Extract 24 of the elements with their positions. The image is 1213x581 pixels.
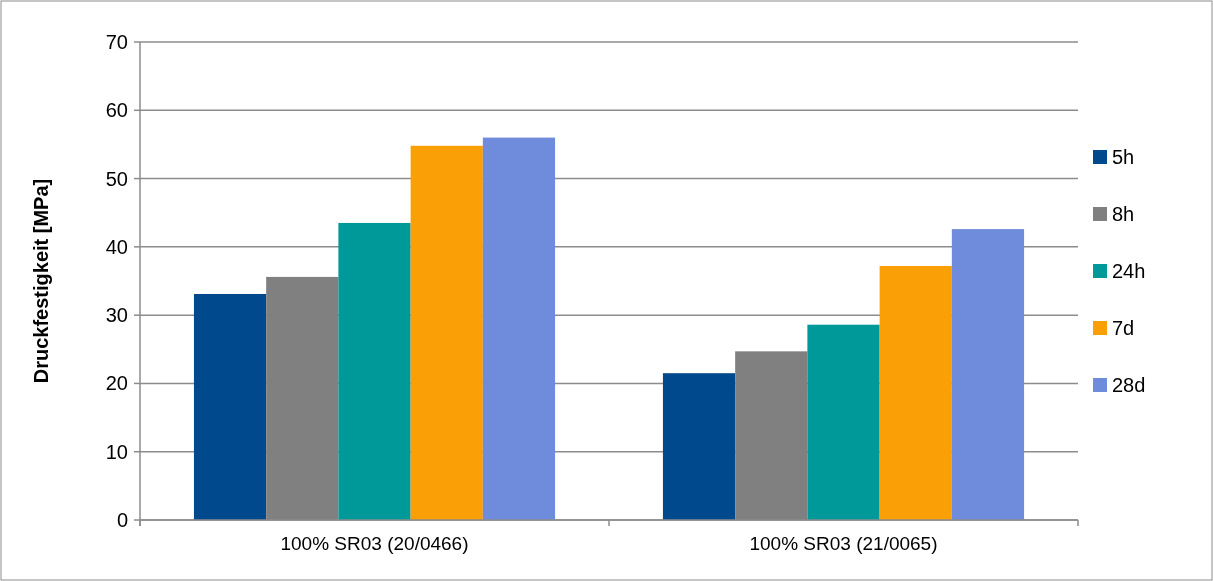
legend-label: 28d [1112, 374, 1146, 396]
y-tick-label: 40 [105, 235, 128, 258]
x-tick-label: 100% SR03 (21/0065) [749, 533, 938, 554]
bar [662, 373, 736, 520]
bar [807, 324, 880, 520]
y-tick-label: 0 [116, 509, 128, 531]
bar [879, 265, 952, 520]
y-tick-label: 60 [105, 99, 128, 122]
y-tick-label: 20 [105, 372, 128, 395]
bar [410, 145, 483, 520]
bar [338, 222, 411, 520]
legend-label: 5h [1112, 146, 1135, 168]
x-tick-label: 100% SR03 (20/0466) [280, 533, 469, 554]
y-tick-label: 30 [105, 304, 128, 327]
legend-label: 8h [1112, 203, 1135, 225]
y-axis-title: Druckfestigkeit [MPa] [30, 178, 52, 384]
legend-label: 7d [1112, 317, 1135, 339]
bar [482, 137, 556, 520]
legend-label: 24h [1112, 260, 1146, 282]
bar [193, 293, 267, 520]
y-tick-label: 10 [105, 440, 128, 463]
y-tick-label: 50 [105, 167, 128, 190]
y-tick-label: 70 [105, 31, 128, 53]
bar [951, 229, 1025, 520]
